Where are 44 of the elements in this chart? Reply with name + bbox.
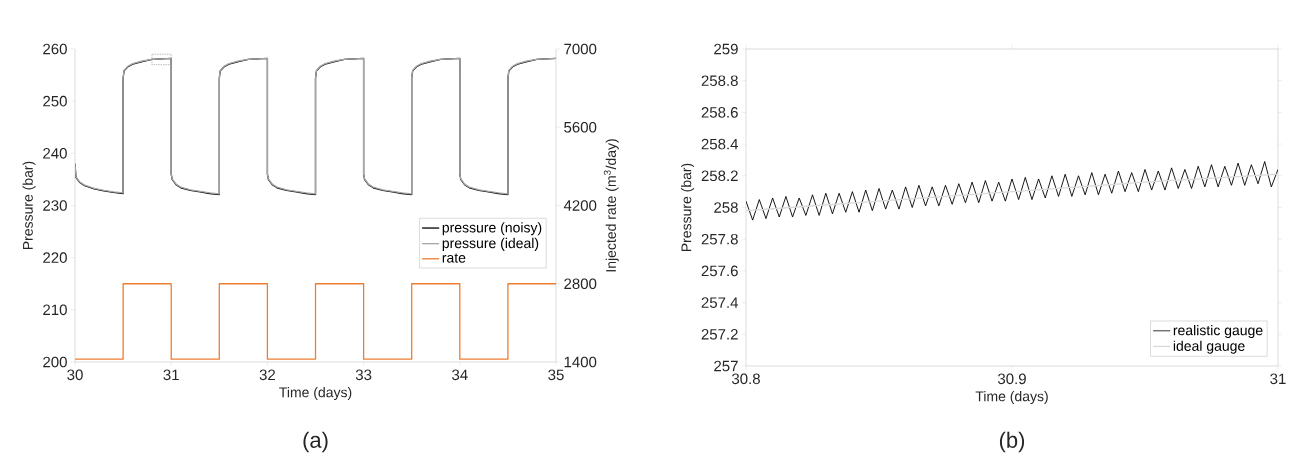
y-tick-label: 257.8 [701, 233, 738, 245]
text: (b) [999, 431, 1025, 453]
y-tick-label: 250 [43, 95, 67, 107]
y2-tick-label: 1400 [564, 356, 597, 368]
legend-label: rate [442, 253, 466, 263]
y-tick-label: 257.4 [701, 297, 739, 308]
y-tick-label: 258.8 [701, 75, 738, 86]
y2-tick-label: 5600 [564, 121, 597, 133]
y-tick-label: 257.2 [701, 328, 738, 340]
y-tick-label: 258.6 [701, 107, 738, 118]
y2-tick-label: 4200 [563, 200, 597, 211]
y-axis-title: Pressure (bar) [681, 163, 695, 252]
x-tick-label: 32 [259, 369, 275, 381]
y2-axis-title: Injected rate (m$^{3}$/day) [603, 139, 619, 272]
x-tick-label: 30.8 [731, 373, 760, 385]
x-tick-label: 33 [355, 369, 372, 381]
y-tick-label: 258.4 [701, 138, 739, 150]
y-tick-label: 200 [43, 356, 67, 368]
legend-label: ideal gauge [1173, 340, 1245, 354]
x-axis-title: Time (days) [279, 387, 352, 401]
legend-label: realistic gauge [1173, 324, 1263, 339]
y-tick-label: 240 [43, 148, 67, 159]
x-axis-title: Time (days) [975, 391, 1048, 405]
x-tick-label: 30.9 [997, 373, 1026, 385]
y2-tick-label: 7000 [564, 43, 597, 55]
y-tick-label: 210 [43, 304, 67, 316]
legend-label: pressure (noisy) [442, 222, 542, 236]
y-tick-label: 257.6 [701, 265, 738, 277]
x-tick-label: 35 [548, 369, 564, 381]
y-tick-label: 257 [714, 360, 738, 372]
y-tick-label: 230 [43, 200, 67, 211]
legend-label: pressure (ideal) [442, 237, 539, 251]
y-tick-label: 258 [714, 202, 738, 213]
x-tick-label: 31 [163, 369, 179, 381]
text: (a) [303, 431, 328, 453]
x-tick-label: 31 [1270, 373, 1286, 385]
x-tick-label: 30 [67, 369, 83, 381]
y-tick-label: 258.2 [701, 170, 738, 182]
x-tick-label: 34 [452, 369, 468, 381]
y-tick-label: 260 [43, 43, 67, 55]
y-axis-title: Pressure (bar) [22, 161, 36, 250]
y-tick-label: 220 [43, 252, 67, 263]
y2-tick-label: 2800 [564, 278, 597, 290]
y-tick-label: 259 [714, 43, 738, 55]
